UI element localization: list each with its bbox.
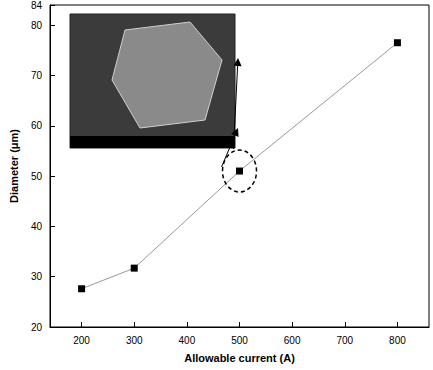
svg-text:50: 50 <box>31 171 43 182</box>
svg-text:700: 700 <box>336 335 353 346</box>
svg-text:800: 800 <box>389 335 406 346</box>
svg-text:40: 40 <box>31 221 43 232</box>
svg-text:60: 60 <box>31 120 43 131</box>
svg-text:600: 600 <box>284 335 301 346</box>
svg-text:20: 20 <box>31 322 43 333</box>
svg-text:Allowable current (A): Allowable current (A) <box>184 352 295 364</box>
svg-text:300: 300 <box>126 335 143 346</box>
svg-text:Diameter (μm): Diameter (μm) <box>8 129 20 203</box>
svg-text:70: 70 <box>31 70 43 81</box>
svg-text:84: 84 <box>31 0 43 11</box>
svg-text:400: 400 <box>179 335 196 346</box>
svg-text:200: 200 <box>73 335 90 346</box>
svg-text:80: 80 <box>31 20 43 31</box>
svg-text:30: 30 <box>31 271 43 282</box>
svg-text:500: 500 <box>231 335 248 346</box>
